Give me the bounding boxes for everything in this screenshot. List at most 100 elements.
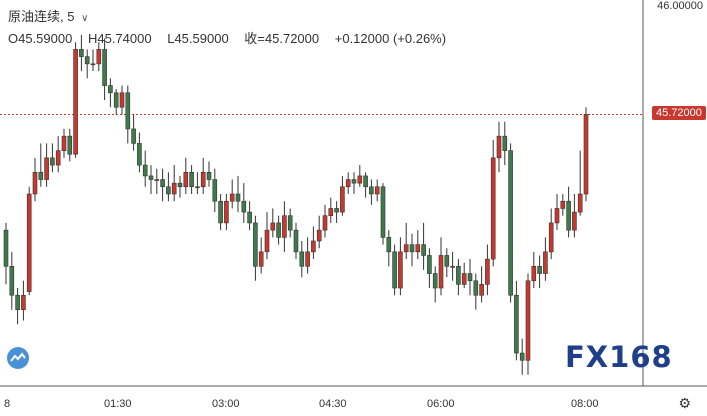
gear-icon[interactable]: ⚙	[678, 395, 691, 411]
candle-down	[508, 150, 513, 296]
candle-up	[200, 172, 206, 188]
candle-up	[374, 186, 380, 195]
chevron-down-icon[interactable]: ∨	[81, 13, 89, 24]
candle-up	[195, 186, 200, 189]
candle-down	[502, 135, 508, 151]
candle-down	[125, 92, 131, 130]
candle-down	[50, 157, 55, 166]
candle-down	[409, 244, 415, 253]
candle-up	[61, 135, 67, 151]
chart-symbol[interactable]: 原油连续, 5 ∨	[8, 6, 88, 25]
time-label: 04:30	[319, 398, 347, 410]
candle-up	[21, 294, 26, 310]
candle-down	[334, 208, 339, 213]
candle-up	[258, 251, 264, 267]
candle-down	[537, 266, 542, 274]
candle-down	[212, 179, 218, 202]
candle-down	[299, 251, 305, 267]
candle-down	[444, 255, 450, 267]
tradingview-icon[interactable]	[6, 346, 30, 370]
candle-up	[322, 215, 328, 231]
candle-down	[108, 85, 113, 94]
candle-up	[450, 266, 455, 268]
candle-down	[9, 266, 15, 296]
candle-up	[398, 251, 403, 289]
candle-down	[177, 182, 183, 188]
candle-up	[305, 251, 310, 267]
candle-up	[328, 208, 334, 216]
candle-up	[345, 179, 351, 188]
candle-down	[79, 49, 84, 57]
candle-up	[583, 114, 589, 195]
candle-up	[55, 150, 61, 166]
candle-down	[166, 186, 171, 195]
candle-up	[438, 255, 444, 289]
candle-up	[73, 49, 78, 155]
candles-group	[3, 34, 589, 375]
candle-down	[15, 294, 20, 310]
candle-down	[432, 273, 438, 289]
candle-down	[363, 175, 368, 188]
candle-up	[311, 240, 316, 253]
low-value: L45.59000	[167, 31, 229, 46]
price-axis-top-label: 46.00000	[657, 0, 703, 12]
time-label: 8	[4, 398, 11, 410]
time-label: 08:00	[571, 398, 599, 410]
candle-up	[572, 211, 577, 231]
candle-down	[421, 244, 426, 256]
candle-up	[224, 200, 229, 224]
candle-up	[543, 251, 548, 274]
candle-down	[473, 280, 479, 296]
candle-up	[548, 222, 554, 253]
candle-down	[206, 172, 212, 180]
candle-down	[189, 172, 194, 188]
candle-up	[229, 193, 235, 202]
candle-up	[270, 222, 276, 231]
candle-up	[340, 186, 345, 213]
candle-down	[102, 49, 107, 86]
candle-up	[171, 182, 177, 195]
last-price-badge: 45.72000	[652, 106, 706, 121]
candle-up	[154, 179, 160, 181]
candle-up	[183, 172, 189, 188]
candle-down	[467, 273, 473, 282]
candle-up	[264, 229, 270, 253]
candle-down	[386, 237, 392, 253]
candle-down	[160, 179, 165, 188]
candle-up	[415, 244, 421, 253]
candle-down	[84, 56, 90, 65]
candle-up	[90, 63, 96, 66]
candle-down	[351, 179, 357, 184]
candle-down	[235, 193, 241, 202]
candle-down	[148, 175, 154, 180]
candle-up	[96, 49, 102, 65]
candle-down	[456, 266, 461, 285]
candle-up	[560, 200, 566, 209]
candle-up	[525, 280, 531, 361]
candle-down	[369, 186, 374, 195]
candle-down	[253, 222, 258, 267]
candle-down	[380, 186, 386, 238]
candle-down	[514, 294, 519, 354]
time-label: 01:30	[104, 398, 132, 410]
candle-up	[461, 273, 467, 285]
candle-down	[67, 135, 73, 155]
ohlc-bar: O45.59000 H45.74000 L45.59000 收=45.72000…	[8, 28, 458, 47]
candle-up	[554, 208, 560, 224]
candle-down	[113, 92, 119, 108]
high-value: H45.74000	[87, 31, 152, 46]
symbol-label: 原油连续, 5	[8, 9, 75, 24]
candle-up	[119, 92, 125, 108]
open-value: O45.59000	[8, 31, 73, 46]
candle-up	[316, 229, 322, 242]
candle-down	[131, 128, 136, 144]
candle-down	[392, 251, 397, 289]
change-value: +0.12000 (+0.26%)	[334, 31, 447, 46]
candle-up	[357, 175, 363, 184]
candle-down	[218, 200, 223, 224]
candle-up	[403, 244, 409, 253]
candle-down	[3, 229, 9, 267]
candle-down	[519, 352, 525, 361]
candle-down	[276, 222, 281, 238]
